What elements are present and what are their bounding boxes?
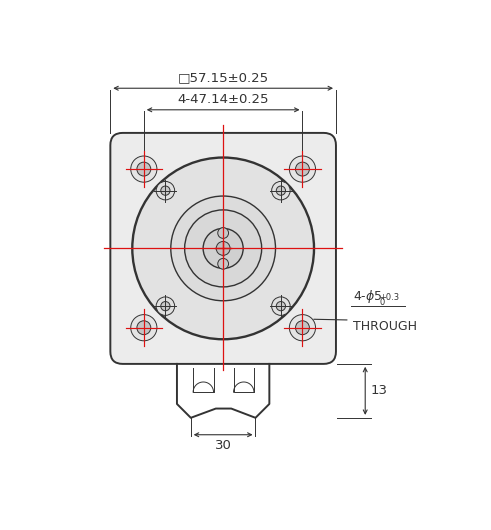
Text: 4-$\phi$5: 4-$\phi$5 [353, 288, 382, 305]
Circle shape [161, 302, 170, 311]
Circle shape [203, 228, 243, 268]
Circle shape [289, 156, 316, 182]
Circle shape [296, 162, 309, 176]
Circle shape [171, 196, 275, 301]
Circle shape [131, 156, 157, 182]
Circle shape [156, 297, 175, 315]
Circle shape [272, 297, 290, 315]
Circle shape [132, 157, 314, 339]
Circle shape [137, 321, 151, 334]
Circle shape [161, 186, 170, 195]
Circle shape [289, 315, 316, 341]
Circle shape [131, 315, 157, 341]
Circle shape [272, 181, 290, 200]
Circle shape [156, 181, 175, 200]
Circle shape [216, 242, 230, 255]
Text: THROUGH: THROUGH [353, 320, 417, 333]
Circle shape [137, 162, 151, 176]
Circle shape [185, 210, 262, 287]
Text: +0.3: +0.3 [379, 293, 399, 302]
FancyBboxPatch shape [110, 133, 336, 364]
Circle shape [276, 302, 286, 311]
Text: 4-47.14±0.25: 4-47.14±0.25 [177, 93, 269, 106]
Circle shape [218, 227, 228, 238]
Circle shape [276, 186, 286, 195]
Text: 13: 13 [371, 384, 387, 398]
Circle shape [296, 321, 309, 334]
Text: 0: 0 [379, 298, 384, 307]
Circle shape [218, 259, 228, 269]
Text: □57.15±0.25: □57.15±0.25 [178, 72, 269, 84]
Text: 30: 30 [215, 439, 232, 452]
